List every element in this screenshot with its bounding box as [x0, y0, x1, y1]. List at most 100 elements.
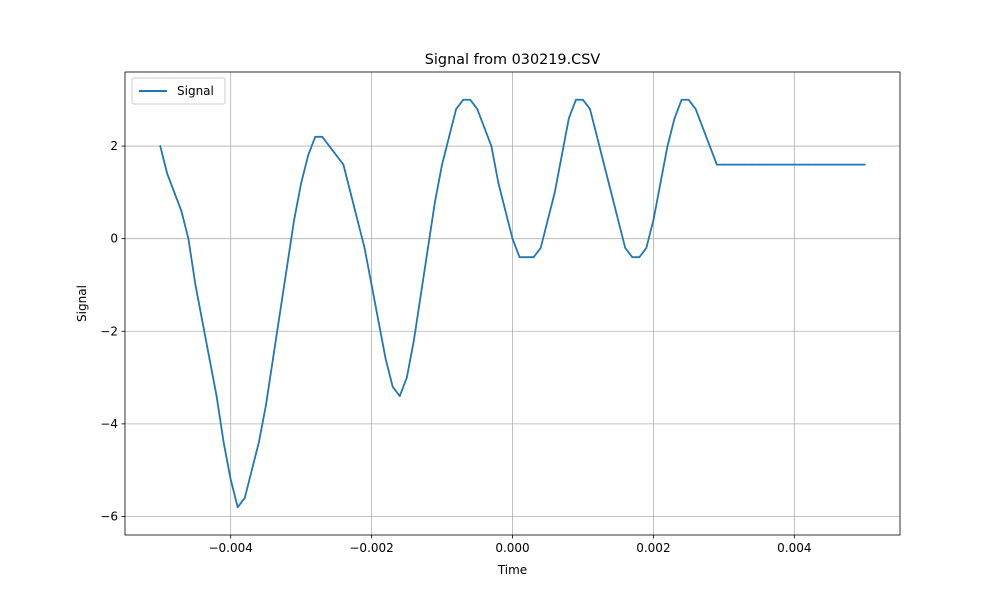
x-tick-label: 0.002 — [636, 541, 670, 555]
data-point — [723, 163, 725, 166]
data-point — [842, 163, 845, 166]
data-point — [166, 173, 169, 175]
data-point — [582, 98, 584, 101]
data-point — [638, 256, 641, 259]
data-point — [610, 191, 612, 194]
data-point — [201, 321, 204, 323]
data-point — [363, 247, 366, 249]
plot-area — [159, 98, 866, 509]
data-point — [321, 136, 324, 138]
data-point — [349, 191, 352, 194]
data-point — [532, 256, 535, 259]
data-point — [243, 497, 246, 499]
data-point — [490, 145, 493, 147]
x-tick-label: 0.004 — [777, 541, 811, 555]
data-point — [335, 154, 338, 157]
data-point — [356, 219, 359, 221]
data-point — [730, 163, 732, 166]
data-point — [603, 163, 605, 166]
data-point — [525, 256, 528, 259]
chart-title: Signal from 030219.CSV — [425, 52, 601, 68]
data-point — [716, 163, 718, 166]
data-point — [546, 219, 549, 221]
data-point — [215, 395, 218, 397]
data-point — [180, 210, 183, 212]
data-point — [589, 108, 591, 110]
data-point — [751, 163, 753, 166]
data-point — [793, 163, 796, 166]
data-point — [265, 404, 267, 407]
data-point — [694, 108, 697, 110]
data-point — [187, 237, 190, 240]
data-point — [420, 293, 422, 296]
x-tick-label: −0.004 — [208, 541, 252, 555]
data-point — [504, 210, 507, 212]
y-axis-label: Signal — [75, 285, 89, 322]
data-point — [821, 163, 824, 166]
data-point — [807, 163, 810, 166]
data-point — [293, 219, 295, 221]
data-point — [300, 182, 302, 184]
data-point — [779, 163, 782, 166]
data-point — [384, 358, 387, 360]
data-point — [659, 182, 662, 184]
data-point — [377, 321, 380, 323]
data-point — [511, 237, 514, 240]
data-point — [800, 163, 803, 166]
data-point — [208, 358, 211, 360]
data-point — [687, 98, 690, 101]
data-point — [849, 163, 852, 166]
data-point — [469, 98, 472, 101]
data-point — [708, 145, 711, 147]
data-point — [835, 163, 838, 166]
data-point — [279, 311, 281, 314]
data-point — [251, 469, 253, 471]
data-point — [856, 163, 859, 166]
data-point — [427, 247, 429, 249]
data-point — [617, 219, 619, 221]
data-point — [596, 136, 598, 138]
x-tick-label: −0.002 — [349, 541, 393, 555]
data-point — [194, 284, 197, 286]
data-point — [236, 506, 239, 509]
data-point — [398, 395, 401, 397]
data-point — [441, 163, 443, 166]
data-point — [772, 163, 774, 166]
data-point — [497, 182, 500, 184]
data-point — [258, 441, 260, 444]
data-point — [539, 247, 542, 249]
data-point — [680, 98, 683, 101]
grid — [125, 72, 900, 535]
y-tick-label: −4 — [100, 417, 118, 431]
y-tick-label: 0 — [110, 232, 118, 246]
x-tick-label: 0.000 — [495, 541, 529, 555]
data-point — [342, 163, 345, 166]
data-point — [863, 163, 866, 166]
data-point — [645, 247, 648, 249]
data-point — [328, 145, 331, 147]
data-point — [518, 256, 521, 259]
data-point — [828, 163, 831, 166]
data-point — [814, 163, 817, 166]
data-point — [631, 256, 634, 259]
data-point — [553, 191, 556, 194]
data-point — [434, 200, 436, 203]
y-tick-label: −6 — [100, 509, 118, 523]
data-point — [391, 386, 394, 388]
y-tick-label: 2 — [110, 139, 118, 153]
data-point — [624, 247, 627, 249]
data-point — [314, 136, 317, 138]
data-point — [744, 163, 746, 166]
data-point — [561, 154, 563, 157]
legend-box — [131, 77, 226, 105]
data-point — [413, 339, 415, 342]
ticks: −0.004 −0.002 0.000 0.002 0.004 −6 −4 −2 0 2 — [100, 139, 811, 555]
data-point — [673, 117, 676, 120]
data-point — [568, 117, 570, 120]
data-point — [448, 136, 450, 138]
data-point — [222, 441, 225, 444]
legend-label-signal: Signal — [177, 84, 214, 98]
legend: Signal — [131, 77, 226, 105]
data-point — [462, 98, 464, 101]
